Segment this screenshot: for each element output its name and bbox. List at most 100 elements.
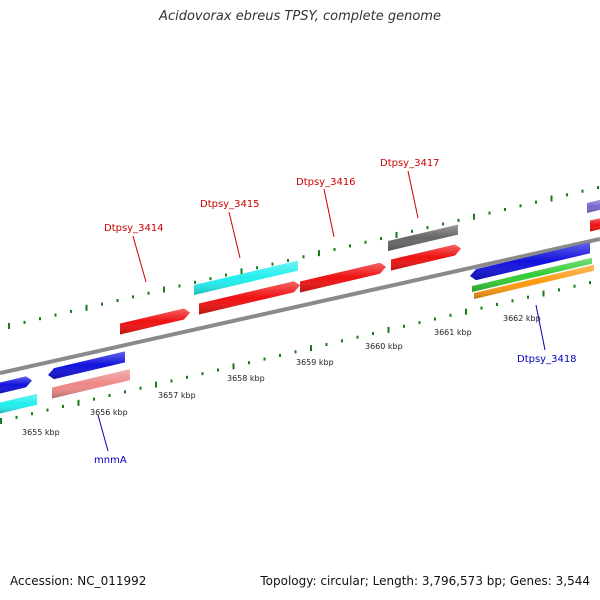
outer-ring-tick [504,207,506,211]
outer-ring-tick [271,262,274,266]
gene-features [0,199,600,414]
inner-ring-tick [263,357,266,361]
genome-summary-text: Topology: circular; Length: 3,796,573 bp… [260,574,590,588]
outer-ring-tick [178,284,181,288]
inner-ring-tick [279,353,281,357]
outer-ring-tick [256,266,258,270]
accession-text: Accession: NC_011992 [10,574,147,588]
kbp-label-3660: 3660 kbp [365,342,403,351]
inner-ring-tick [139,386,142,390]
inner-ring-tick [46,408,49,412]
outer-ring-tick [333,248,336,252]
leader-dtpsy-3416 [323,188,335,238]
outer-ring-tick [550,195,553,202]
gene-dtpsy-3418-orange-shading [474,264,594,299]
gene-dtpsy-3418-shading [470,242,590,281]
outer-ring-tick [8,323,10,329]
outer-ring-tick [426,226,429,230]
gene-label-dtpsy-3414: Dtpsy_3414 [104,223,164,234]
inner-ring-tick [511,299,514,303]
gene-labels: Dtpsy_3414 Dtpsy_3415 Dtpsy_3416 Dtpsy_3… [94,158,577,466]
inner-ring-tick [542,290,545,297]
inner-ring-tick [573,284,576,288]
leader-dtpsy-3414 [132,235,147,283]
inner-ring-tick [186,375,188,379]
leader-mnma [97,414,109,452]
outer-ring-tick [349,244,351,248]
gene-red-edge-shading [590,218,600,232]
inner-ring-tick [232,363,235,370]
inner-ring-tick [77,399,80,406]
kbp-label-3655: 3655 kbp [22,428,60,437]
inner-ring-tick [0,418,2,424]
outer-ring-tick [411,229,413,233]
inner-ring-tick [449,313,452,317]
inner-ring-tick [465,308,467,315]
gene-label-dtpsy-3418: Dtpsy_3418 [517,354,577,365]
gene-cyan-edge-shading [0,393,37,414]
outer-ring-tick [519,204,522,208]
outer-ring-tick [597,186,599,190]
gene-dtpsy-3417-shading [391,244,461,271]
outer-ring-tick [132,295,134,299]
inner-ring-tick [372,332,374,336]
gene-mnma-shading [52,369,130,399]
inner-ring-tick [341,339,343,343]
backbone-layer [0,237,600,375]
kbp-label-3661: 3661 kbp [434,328,472,337]
outer-ring-tick [364,240,367,244]
leader-dtpsy-3418 [535,304,546,351]
outer-ring-tick [566,193,568,197]
gene-label-dtpsy-3417: Dtpsy_3417 [380,158,440,169]
outer-ring-tick [473,213,475,220]
leader-dtpsy-3417 [407,170,419,219]
inner-ring-tick [589,281,591,285]
outer-ring-tick [240,268,243,275]
outer-ring-tick [85,304,88,311]
outer-ring-tick [39,317,41,321]
gene-purple-edge-shading [587,199,600,213]
inner-ring-tick [217,368,219,372]
inner-ring-tick [201,372,204,376]
inner-ring-tick [31,412,33,416]
inner-ring-tick [15,415,18,419]
gene-dtpsy-3418-green-shading [472,257,592,292]
inner-ring-tick [108,394,111,398]
inner-ring-tick [155,381,157,388]
kbp-label-3662: 3662 kbp [503,314,541,323]
inner-ring-tick [124,390,126,394]
inner-ring-tick [496,302,498,306]
outer-ring-tick [581,189,584,193]
gene-dtpsy-3416-shading [300,262,386,293]
tick-rings [0,186,599,424]
outer-ring-tick [209,277,212,281]
outer-ring-tick [442,222,444,226]
inner-ring-tick [558,288,560,292]
kbp-label-3659: 3659 kbp [296,358,334,367]
outer-ring-tick [535,200,537,204]
outer-ring-tick [318,250,320,257]
gene-dtpsy-3415-cyan-shading [194,260,298,295]
outer-ring-tick [70,309,72,313]
outer-ring-tick [147,291,150,295]
inner-ring-tick [248,361,250,365]
outer-ring-tick [101,302,103,306]
kbp-label-3657: 3657 kbp [158,391,196,400]
outer-ring-tick [194,280,196,284]
inner-ring-tick [325,343,328,347]
inner-ring-tick [403,324,405,328]
gene-label-dtpsy-3415: Dtpsy_3415 [200,199,260,210]
outer-ring-tick [457,218,460,222]
outer-ring-tick [225,273,227,277]
inner-ring-tick [310,345,312,352]
outer-ring-tick [302,255,305,259]
inner-ring-tick [93,397,95,401]
inner-ring-tick [62,404,64,408]
inner-ring-tick [170,379,173,383]
gene-dtpsy-3415-shading [199,281,300,315]
inner-ring-tick [356,335,359,339]
inner-ring-tick [418,321,421,325]
outer-ring-tick [395,231,398,238]
genome-title: Acidovorax ebreus TPSY, complete genome [159,9,441,24]
kbp-label-3656: 3656 kbp [90,408,128,417]
